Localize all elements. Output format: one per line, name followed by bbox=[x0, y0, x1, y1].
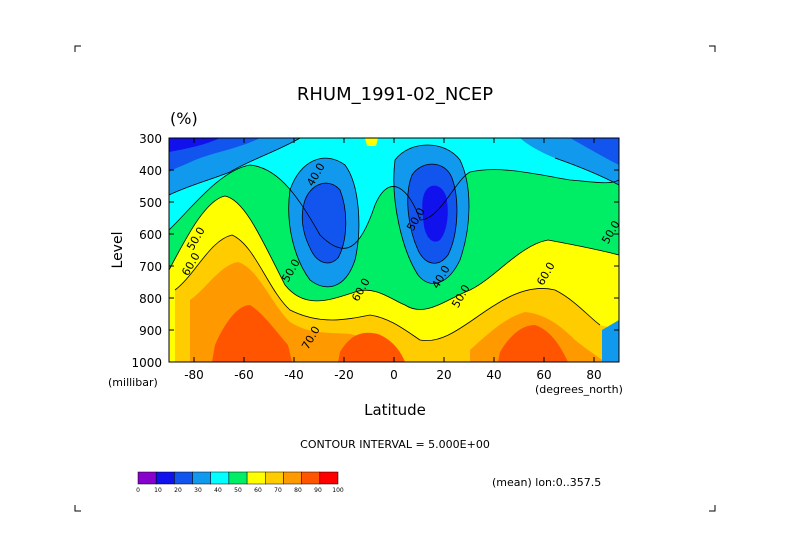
humidity-field bbox=[169, 138, 619, 362]
colorbar-tick-label: 50 bbox=[234, 487, 242, 494]
colorbar-swatch bbox=[319, 471, 339, 485]
contour-lines bbox=[169, 138, 619, 342]
y-axis: 300 400 500 600 700 800 900 1000 bbox=[131, 132, 619, 370]
x-tick-label: 20 bbox=[436, 368, 451, 382]
colorbar-tick-label: 70 bbox=[274, 487, 282, 494]
x-tick-label: 40 bbox=[486, 368, 501, 382]
x-tick-label: 80 bbox=[586, 368, 601, 382]
colorbar-tick-label: 0 bbox=[136, 487, 140, 494]
colorbar-tick-label: 80 bbox=[294, 487, 302, 494]
y-units-label: (millibar) bbox=[108, 376, 158, 389]
colorbar-swatch bbox=[210, 471, 230, 485]
band-top-3 bbox=[169, 138, 220, 152]
colorbar-tick-label: 10 bbox=[154, 487, 162, 494]
band-blue-3 bbox=[422, 185, 448, 242]
colorbar: 0 10 20 30 40 50 60 70 80 90 100 bbox=[136, 471, 344, 494]
x-tick-label: -60 bbox=[234, 368, 254, 382]
x-units-label: (degrees_north) bbox=[535, 383, 623, 396]
units-label: (%) bbox=[170, 109, 198, 128]
y-tick-label: 400 bbox=[139, 164, 162, 178]
y-tick-label: 300 bbox=[139, 132, 162, 146]
colorbar-tick-label: 30 bbox=[194, 487, 202, 494]
colorbar-swatch bbox=[246, 471, 266, 485]
colorbar-tick-label: 60 bbox=[254, 487, 262, 494]
crop-marks bbox=[74, 45, 716, 512]
y-tick-label: 600 bbox=[139, 228, 162, 242]
mean-note: (mean) lon:0..357.5 bbox=[492, 476, 601, 489]
colorbar-swatch bbox=[301, 471, 321, 485]
contour-interval-text: CONTOUR INTERVAL = 5.000E+00 bbox=[300, 438, 490, 451]
colorbar-swatch bbox=[192, 471, 211, 485]
y-tick-label: 500 bbox=[139, 196, 162, 210]
colorbar-swatch bbox=[228, 471, 248, 485]
colorbar-swatch bbox=[265, 471, 284, 485]
colorbar-swatch bbox=[283, 471, 302, 485]
y-tick-label: 800 bbox=[139, 292, 162, 306]
colorbar-tick-label: 20 bbox=[174, 487, 182, 494]
colorbar-swatch bbox=[174, 471, 193, 485]
band-red-2 bbox=[338, 332, 405, 362]
band-blue-1 bbox=[302, 183, 346, 263]
colorbar-swatch bbox=[155, 471, 175, 485]
x-tick-label: -40 bbox=[284, 368, 304, 382]
colorbar-tick-label: 40 bbox=[214, 487, 222, 494]
y-tick-label: 700 bbox=[139, 260, 162, 274]
band-top-5 bbox=[570, 138, 619, 165]
band-top-6 bbox=[365, 138, 378, 146]
x-axis: -80 -60 -40 -20 0 20 40 60 80 bbox=[184, 138, 602, 382]
y-axis-label: Level bbox=[110, 232, 126, 269]
band-red-3 bbox=[498, 325, 568, 362]
x-tick-label: 60 bbox=[536, 368, 551, 382]
y-tick-label: 900 bbox=[139, 324, 162, 338]
y-tick-label: 1000 bbox=[131, 356, 162, 370]
colorbar-tick-label: 90 bbox=[314, 487, 322, 494]
band-red-1 bbox=[212, 305, 292, 362]
colorbar-tick-label: 100 bbox=[332, 487, 344, 494]
colorbar-swatch bbox=[137, 471, 157, 485]
chart-title: RHUM_1991-02_NCEP bbox=[297, 84, 493, 105]
x-tick-label: -20 bbox=[334, 368, 354, 382]
x-axis-label: Latitude bbox=[364, 401, 426, 419]
x-tick-label: -80 bbox=[184, 368, 204, 382]
x-tick-label: 0 bbox=[390, 368, 398, 382]
